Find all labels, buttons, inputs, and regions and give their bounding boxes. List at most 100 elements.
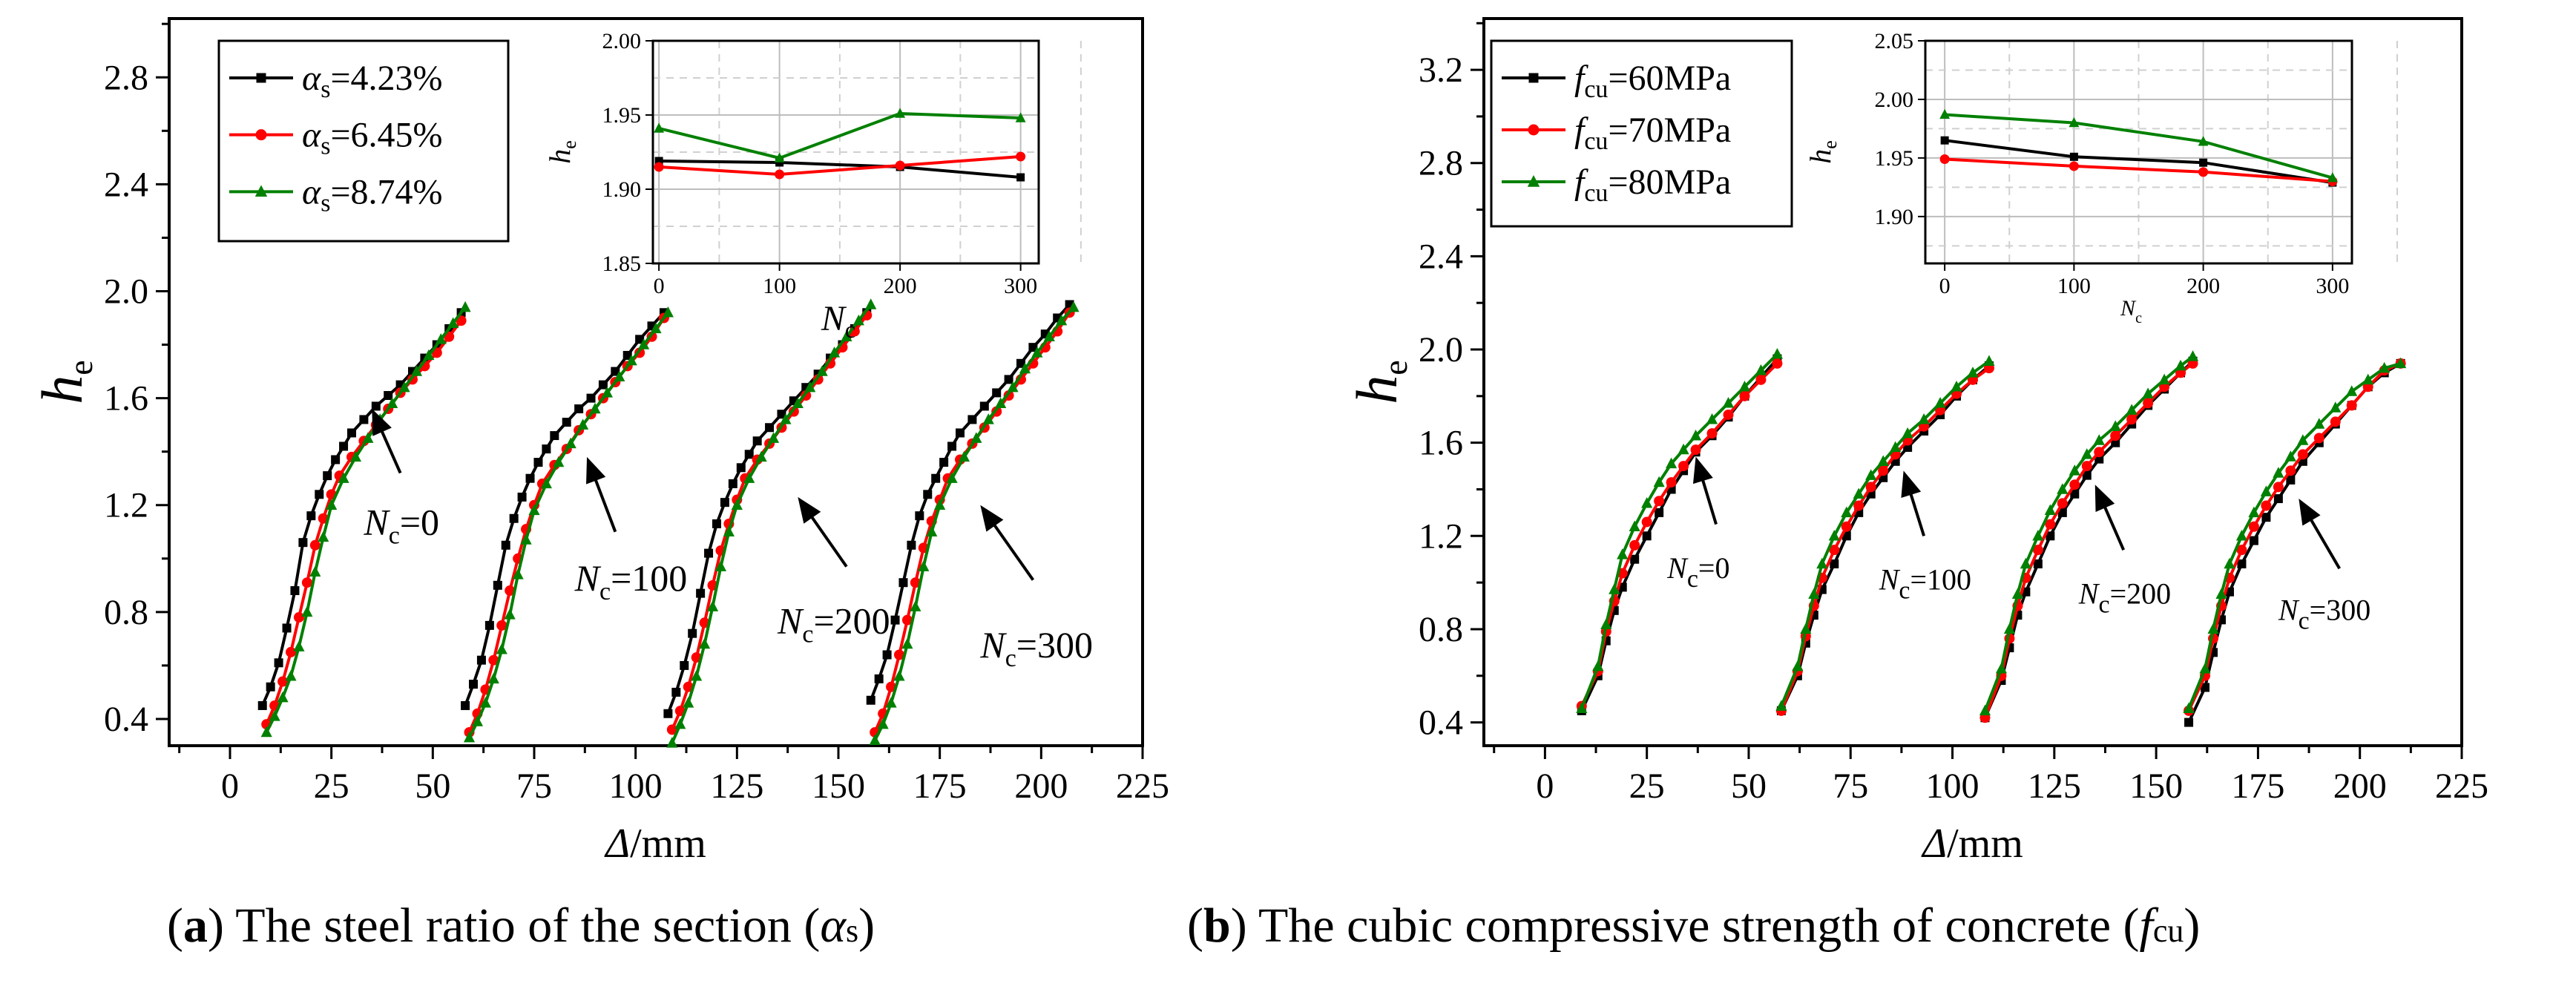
inset-x-tick-label: 200 bbox=[884, 274, 917, 298]
data-point bbox=[2235, 530, 2248, 541]
data-point bbox=[293, 612, 304, 623]
legend-label-part: =70MPa bbox=[1608, 111, 1731, 150]
data-point bbox=[1816, 557, 1828, 569]
inset-x-axis-label-part: c bbox=[845, 316, 855, 343]
annotation-label-part: N bbox=[1666, 551, 1689, 585]
data-point bbox=[622, 350, 632, 360]
data-point bbox=[2044, 504, 2056, 515]
data-point bbox=[931, 473, 941, 483]
data-point bbox=[447, 317, 459, 328]
data-point bbox=[926, 525, 938, 536]
data-point bbox=[574, 404, 584, 414]
annotation-label-part: N bbox=[2078, 577, 2100, 610]
data-point bbox=[958, 450, 970, 462]
data-point bbox=[2110, 430, 2121, 441]
data-point bbox=[2069, 479, 2080, 490]
data-point bbox=[2362, 373, 2374, 385]
data-point bbox=[2313, 433, 2324, 444]
data-point bbox=[1600, 618, 1612, 629]
annotation-arrow bbox=[1701, 477, 1718, 525]
annotation-label-part: =300 bbox=[2310, 593, 2371, 626]
inset-x-tick-label: 0 bbox=[1939, 274, 1951, 298]
series-line bbox=[1580, 358, 1778, 712]
legend-box bbox=[1490, 39, 1793, 228]
data-point bbox=[2057, 483, 2069, 494]
legend-label-part: =4.23% bbox=[330, 59, 442, 98]
legend-label-part: s bbox=[321, 76, 330, 103]
annotation-arrow bbox=[593, 477, 617, 533]
series-line bbox=[2187, 362, 2402, 723]
data-point bbox=[923, 490, 933, 499]
legend-label-part: =8.74% bbox=[330, 172, 442, 211]
x-tick-label: 150 bbox=[812, 766, 865, 806]
data-point bbox=[550, 431, 559, 441]
data-point bbox=[970, 432, 982, 443]
legend-label: fcu=70MPa bbox=[1574, 111, 1731, 155]
annotation-label: Nc=300 bbox=[979, 624, 1093, 672]
data-point bbox=[650, 322, 662, 334]
series-line bbox=[1983, 360, 2194, 719]
annotation-label: Nc=100 bbox=[1879, 563, 1971, 605]
data-point bbox=[461, 700, 470, 710]
inset-y-axis-label: he bbox=[543, 140, 580, 164]
legend-label-part: cu bbox=[1584, 180, 1608, 207]
data-point bbox=[2201, 683, 2210, 692]
data-point bbox=[2284, 450, 2296, 462]
data-point bbox=[371, 401, 381, 411]
legend-label: αs=6.45% bbox=[302, 116, 443, 160]
data-point bbox=[696, 588, 706, 598]
data-point bbox=[939, 458, 949, 467]
data-point bbox=[2032, 545, 2043, 556]
y-tick-label: 3.2 bbox=[1419, 50, 1463, 90]
annotation-label: Nc=200 bbox=[777, 600, 890, 648]
legend-box bbox=[217, 39, 510, 243]
annotation-arrow bbox=[2308, 516, 2341, 570]
data-point bbox=[501, 540, 510, 550]
data-point bbox=[565, 437, 576, 449]
data-point bbox=[286, 646, 296, 657]
annotation-label-part: c bbox=[802, 621, 813, 648]
data-point bbox=[528, 504, 540, 516]
legend-marker bbox=[254, 185, 268, 197]
inset-x-axis-label-part: c bbox=[2135, 310, 2142, 326]
data-point bbox=[1641, 497, 1653, 508]
legend-label-part: s bbox=[321, 133, 330, 160]
x-tick-label: 50 bbox=[415, 766, 450, 806]
inset-y-tick-label: 2.00 bbox=[1875, 88, 1914, 112]
annotation-label-part: =200 bbox=[2110, 577, 2172, 610]
inset-data-point bbox=[1940, 136, 1949, 145]
data-point bbox=[1043, 330, 1055, 341]
data-point bbox=[323, 471, 332, 481]
data-point bbox=[2082, 470, 2092, 480]
data-point bbox=[1609, 583, 1620, 594]
data-point bbox=[476, 655, 486, 665]
data-point bbox=[1592, 660, 1604, 671]
data-point bbox=[1853, 500, 1864, 511]
data-point bbox=[1689, 429, 1702, 441]
inset-data-point bbox=[2199, 158, 2208, 167]
legend-label-part: α bbox=[302, 116, 321, 155]
data-point bbox=[2248, 521, 2259, 532]
data-point bbox=[731, 499, 743, 510]
legend-label: αs=8.74% bbox=[302, 172, 443, 217]
inset-series-line bbox=[1944, 139, 2333, 185]
data-point bbox=[736, 463, 746, 473]
series-line bbox=[467, 317, 666, 733]
data-point bbox=[577, 418, 589, 430]
data-point bbox=[1918, 413, 1930, 424]
annotation-arrowhead bbox=[586, 456, 606, 485]
data-point bbox=[743, 472, 755, 483]
data-point bbox=[2020, 557, 2031, 569]
inset-data-point bbox=[1939, 154, 1950, 164]
data-point bbox=[1617, 548, 1629, 559]
data-point bbox=[520, 533, 532, 545]
annotation-label-part: c bbox=[1005, 645, 1016, 672]
data-point bbox=[479, 697, 491, 708]
data-point bbox=[894, 649, 904, 660]
data-point bbox=[1738, 381, 1751, 392]
data-point bbox=[2094, 447, 2105, 458]
data-point bbox=[2011, 588, 2023, 600]
data-point bbox=[1690, 444, 1701, 456]
y-tick-label: 1.6 bbox=[1419, 424, 1463, 463]
inset-data-point bbox=[2069, 161, 2079, 171]
